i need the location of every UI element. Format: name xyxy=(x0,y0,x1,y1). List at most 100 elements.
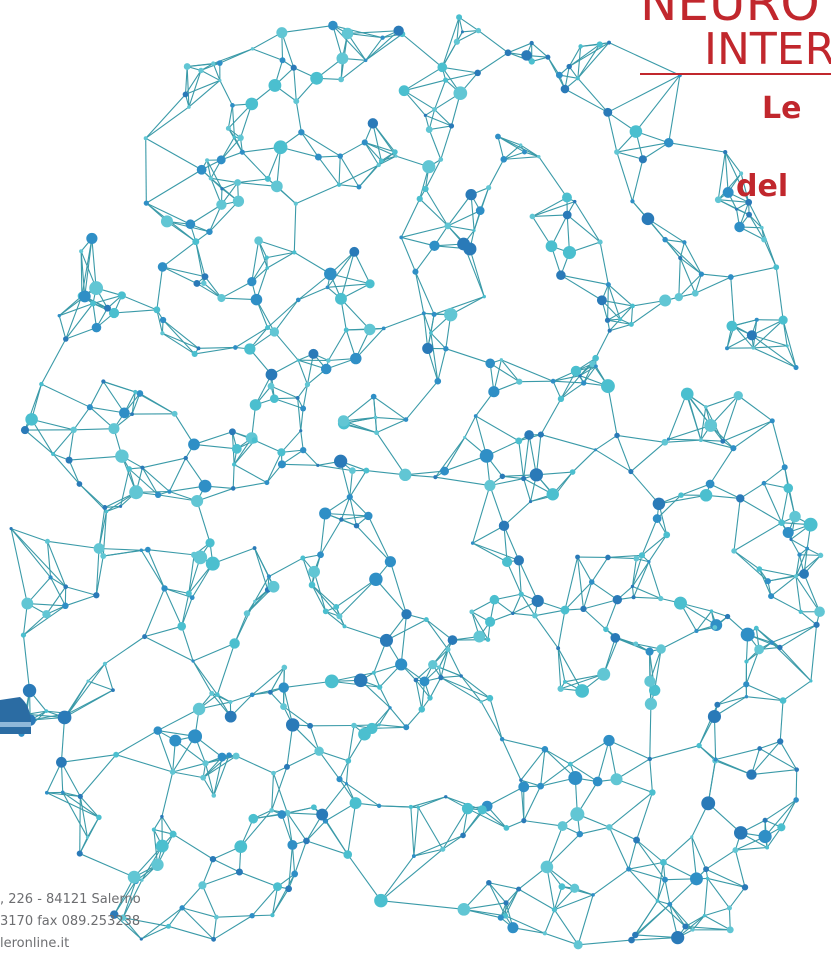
network-link xyxy=(365,30,399,61)
network-node xyxy=(644,675,656,687)
network-node xyxy=(633,836,641,844)
network-link xyxy=(327,283,371,288)
network-link xyxy=(193,443,237,450)
network-node xyxy=(727,274,734,280)
network-node xyxy=(457,902,471,916)
network-link xyxy=(560,274,603,301)
network-link xyxy=(410,806,415,857)
network-link xyxy=(202,755,237,779)
network-node xyxy=(648,684,661,697)
network-link xyxy=(427,348,439,382)
network-node xyxy=(232,195,245,207)
network-node xyxy=(298,129,305,136)
network-node xyxy=(169,734,182,747)
network-node xyxy=(119,914,127,921)
network-link xyxy=(779,700,784,742)
network-node xyxy=(703,866,709,873)
network-node xyxy=(485,358,496,369)
network-link xyxy=(196,487,234,502)
network-link xyxy=(157,708,200,732)
network-link xyxy=(158,494,198,502)
network-link xyxy=(608,739,651,760)
network-link xyxy=(306,820,326,842)
network-link xyxy=(577,556,593,583)
network-node xyxy=(51,452,56,457)
network-link xyxy=(347,725,355,761)
network-node xyxy=(237,134,244,142)
network-link xyxy=(636,839,666,881)
network-link xyxy=(320,519,342,556)
network-node xyxy=(142,634,148,640)
network-link xyxy=(709,447,734,485)
network-link xyxy=(447,194,472,227)
network-node xyxy=(317,551,324,559)
network-link xyxy=(234,601,256,644)
network-link xyxy=(27,603,66,607)
network-node xyxy=(205,556,220,571)
network-node xyxy=(254,236,263,245)
network-link xyxy=(269,667,285,693)
network-link xyxy=(338,184,360,188)
network-link xyxy=(115,754,173,773)
network-node xyxy=(562,192,572,203)
network-link xyxy=(364,142,380,166)
network-node xyxy=(473,414,478,418)
network-link xyxy=(601,299,633,307)
network-node xyxy=(597,667,611,681)
network-node xyxy=(320,363,332,375)
network-node xyxy=(127,870,141,884)
network-node xyxy=(198,479,212,493)
network-link xyxy=(300,430,304,451)
network-link xyxy=(763,483,783,523)
network-link xyxy=(608,827,630,870)
network-node xyxy=(217,293,226,303)
network-link xyxy=(251,257,268,282)
network-node xyxy=(529,213,536,220)
network-link xyxy=(341,515,369,521)
network-link xyxy=(438,639,453,668)
network-link xyxy=(574,201,601,243)
network-link xyxy=(534,615,559,649)
network-node xyxy=(308,565,320,578)
network-node xyxy=(678,255,683,261)
network-link xyxy=(389,707,407,728)
network-node xyxy=(714,701,721,708)
network-link xyxy=(147,549,195,556)
network-node xyxy=(293,98,300,105)
network-node xyxy=(110,910,119,919)
network-node xyxy=(604,317,611,323)
network-node xyxy=(295,395,300,400)
network-node xyxy=(377,723,381,727)
network-link xyxy=(755,627,781,648)
network-link xyxy=(503,151,525,160)
network-link xyxy=(204,763,215,796)
network-node xyxy=(632,931,639,939)
network-node xyxy=(542,931,547,936)
network-node xyxy=(243,610,251,617)
network-node xyxy=(185,219,196,230)
network-link xyxy=(133,845,163,878)
network-link xyxy=(607,554,642,558)
network-link xyxy=(751,334,788,347)
network-node xyxy=(269,394,279,403)
network-node xyxy=(666,437,671,441)
network-node xyxy=(423,113,428,117)
network-node xyxy=(778,315,788,325)
network-node xyxy=(77,793,83,800)
network-node xyxy=(596,295,607,306)
network-link xyxy=(104,663,114,691)
network-link xyxy=(442,66,478,74)
network-link xyxy=(10,528,48,542)
network-link xyxy=(65,586,97,596)
network-node xyxy=(753,625,759,631)
network-link xyxy=(506,820,525,829)
network-node xyxy=(633,555,640,562)
network-link xyxy=(321,783,347,815)
network-link xyxy=(472,542,508,563)
network-link xyxy=(144,636,194,662)
network-node xyxy=(705,876,710,881)
network-node xyxy=(136,390,144,397)
network-node xyxy=(380,35,385,40)
network-node xyxy=(296,358,300,362)
network-link xyxy=(579,826,610,835)
